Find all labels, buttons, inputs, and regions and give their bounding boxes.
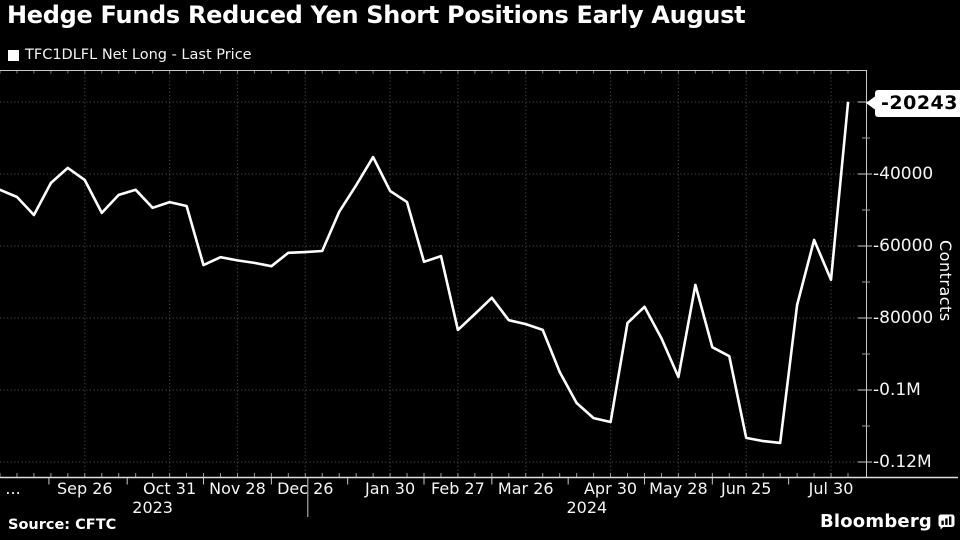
- x-year-label: 2023: [132, 498, 173, 517]
- y-axis-title: Contracts: [936, 240, 955, 322]
- legend-marker: [8, 49, 19, 61]
- last-price-value: -20243: [875, 89, 960, 117]
- y-tick-label: -80000: [873, 308, 934, 328]
- bloomberg-wordmark: Bloomberg: [819, 511, 932, 532]
- last-price-badge: -20243: [866, 89, 960, 117]
- bloomberg-branding: Bloomberg: [820, 511, 955, 532]
- x-tick-label: Oct 31: [143, 479, 197, 498]
- x-tick-label: ...: [5, 479, 21, 498]
- x-year-label: 2024: [566, 498, 608, 517]
- x-tick-label: Jan 30: [365, 479, 416, 498]
- bloomberg-terminal-icon: [938, 514, 955, 529]
- x-tick-label: Mar 26: [497, 479, 554, 498]
- y-tick-label: -60000: [873, 236, 934, 256]
- x-tick-label: Jul 30: [808, 479, 854, 498]
- y-tick-label: -40000: [873, 164, 934, 184]
- legend: TFC1DLFL Net Long - Last Price: [8, 47, 252, 63]
- price-line: [0, 101, 850, 445]
- source-attribution: Source: CFTC: [8, 517, 117, 533]
- chart-title: Hedge Funds Reduced Yen Short Positions …: [7, 1, 746, 29]
- legend-label: TFC1DLFL Net Long - Last Price: [25, 47, 252, 63]
- x-tick-label: Nov 28: [209, 479, 266, 498]
- x-tick-label: Sep 26: [56, 479, 113, 498]
- x-tick-label: Jun 25: [721, 479, 772, 498]
- y-tick-label: -0.12M: [873, 452, 932, 472]
- badge-arrow-icon: [866, 95, 877, 111]
- y-tick-label: -0.1M: [873, 380, 921, 400]
- x-tick-label: Dec 26: [277, 479, 334, 498]
- x-tick-label: Apr 30: [583, 479, 638, 498]
- x-tick-label: Feb 27: [431, 479, 485, 498]
- x-tick-label: May 28: [649, 479, 708, 498]
